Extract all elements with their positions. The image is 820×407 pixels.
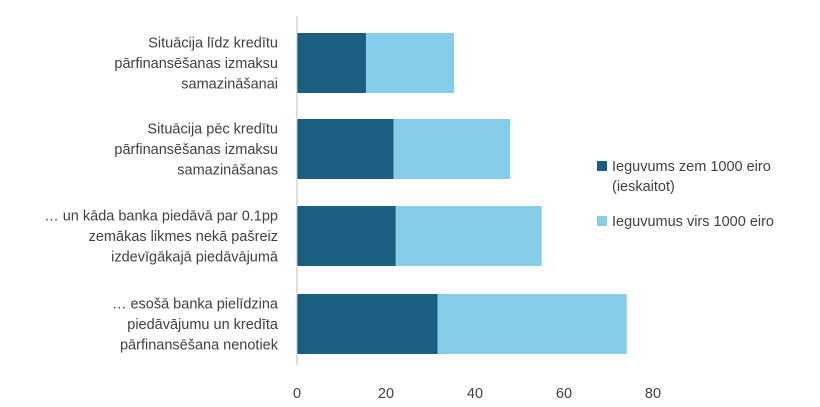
x-tick-label-60: 60 — [556, 386, 572, 402]
bar-segment-3-series-2 — [395, 206, 542, 266]
bar-segment-3-series-1 — [297, 206, 396, 266]
legend-swatch-1 — [597, 161, 607, 171]
category-label-2: Situācija pēc kredītu pārfinansēšanas izm… — [114, 122, 278, 179]
category-labels: Situācija līdz kredītu pārfinansēšanas iz… — [44, 36, 279, 354]
bar-segment-1-series-1 — [297, 33, 366, 93]
category-label-4: … esošā banka pielīdzina piedāvājumu un k… — [112, 297, 279, 354]
bar-segment-4-series-2 — [437, 294, 627, 354]
x-tick-label-0: 0 — [293, 386, 301, 402]
legend: Ieguvums zem 1000 eiro (ieskaitot) Ieguvum… — [597, 159, 774, 230]
legend-label-2: Ieguvumus virs 1000 eiro — [612, 214, 774, 230]
x-axis-tick-labels: 0 20 40 60 80 — [293, 386, 661, 402]
legend-swatch-2 — [597, 216, 607, 226]
x-tick-label-80: 80 — [645, 386, 661, 402]
bars-group — [297, 33, 627, 354]
category-label-3: … un kāda banka piedāvā par 0.1pp zemākas… — [44, 209, 279, 266]
bar-segment-4-series-1 — [297, 294, 438, 354]
x-tick-label-40: 40 — [467, 386, 483, 402]
x-tick-label-20: 20 — [378, 386, 394, 402]
category-label-1: Situācija līdz kredītu pārfinansēšanas iz… — [114, 36, 278, 93]
bar-segment-2-series-1 — [297, 119, 394, 179]
bar-segment-2-series-2 — [393, 119, 511, 179]
bar-segment-1-series-2 — [365, 33, 455, 93]
legend-label-1: Ieguvums zem 1000 eiro (ieskaitot) — [612, 159, 771, 195]
